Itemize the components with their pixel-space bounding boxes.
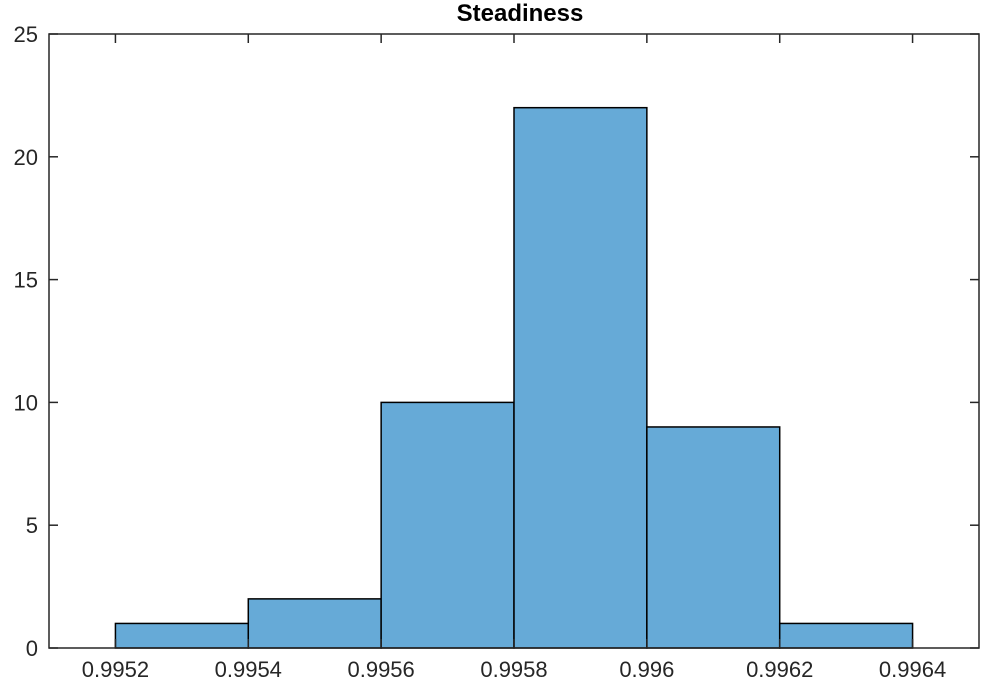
x-tick-label: 0.9964 — [879, 657, 946, 682]
x-tick-label: 0.9952 — [82, 657, 149, 682]
histogram-bar — [778, 622, 914, 649]
y-tick-label: 5 — [26, 513, 38, 538]
histogram-bar — [380, 401, 515, 649]
histogram-bar — [513, 106, 648, 649]
histogram-bar — [114, 622, 250, 649]
x-tick-labels: 0.9952 0.9954 0.9956 0.9958 0.996 0.9962 0.996… — [82, 657, 946, 682]
chart-title: Steadiness — [457, 0, 584, 27]
x-tick-label: 0.9962 — [746, 657, 813, 682]
y-tick-label: 25 — [14, 22, 38, 47]
y-tick-label: 10 — [14, 390, 38, 415]
y-tick-label: 0 — [26, 636, 38, 661]
x-tick-label: 0.9958 — [480, 657, 547, 682]
histogram-bar — [247, 598, 382, 649]
histogram-bar — [646, 426, 781, 649]
x-tick-label: 0.9954 — [215, 657, 282, 682]
y-tick-label: 20 — [14, 145, 38, 170]
y-tick-labels: 0 5 10 15 20 25 — [14, 22, 38, 661]
x-tick-label: 0.996 — [619, 657, 674, 682]
ticks-group — [49, 33, 979, 649]
x-tick-label: 0.9956 — [347, 657, 414, 682]
y-tick-label: 15 — [14, 268, 38, 293]
bars-group — [114, 106, 914, 649]
